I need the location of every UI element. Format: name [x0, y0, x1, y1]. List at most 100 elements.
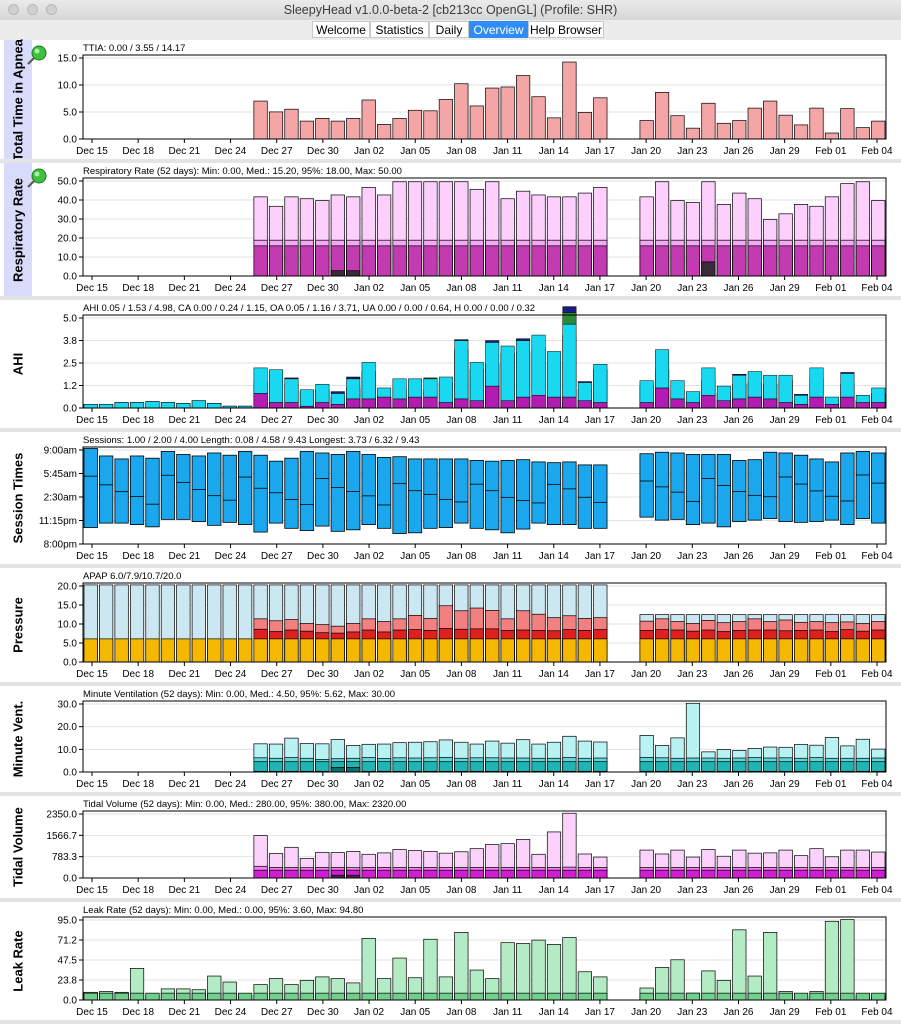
- ahi-segment: [531, 334, 546, 396]
- bar: [315, 761, 330, 773]
- ahi-segment: [747, 371, 762, 398]
- zoom-window-button[interactable]: [46, 4, 57, 15]
- ahi-segment: [377, 396, 392, 409]
- bar: [562, 937, 577, 1001]
- graph-pressure[interactable]: Pressure APAP 6.0/7.9/10.7/20.0 0.0 5.0 10.0…: [0, 568, 901, 686]
- y-tick-label: 8:00pm: [44, 540, 77, 551]
- bar: [407, 109, 423, 140]
- session-bar: [469, 460, 484, 529]
- x-tick-label: Jan 08: [446, 415, 476, 426]
- bar: [778, 638, 793, 663]
- minimize-window-button[interactable]: [27, 4, 38, 15]
- bar: [485, 87, 500, 140]
- x-tick-label: Jan 29: [770, 669, 800, 680]
- x-tick-label: Jan 26: [723, 885, 753, 896]
- ahi-segment: [408, 396, 422, 409]
- graph-separator[interactable]: [0, 792, 901, 796]
- ahi-segment: [346, 398, 361, 409]
- tab-statistics[interactable]: Statistics: [370, 21, 429, 38]
- x-tick-label: Jan 26: [723, 283, 753, 294]
- close-window-button[interactable]: [8, 4, 19, 15]
- bar: [855, 638, 870, 663]
- ahi-segment: [562, 396, 577, 409]
- graph-separator[interactable]: [0, 159, 901, 163]
- bar: [268, 761, 284, 773]
- graph-summary: Leak Rate (52 days): Min: 0.00, Med.: 0.…: [83, 905, 363, 916]
- bar: [129, 992, 145, 1001]
- pin-icon[interactable]: [26, 44, 48, 66]
- x-tick-label: Jan 11: [493, 885, 523, 896]
- graph-session-times[interactable]: Session Times Sessions: 1.00 / 2.00 / 4.0…: [0, 432, 901, 568]
- graph-separator[interactable]: [0, 682, 901, 686]
- bar: [361, 99, 376, 140]
- bar: [191, 638, 206, 663]
- x-tick-label: Jan 08: [446, 779, 476, 790]
- ahi-segment: [577, 400, 592, 409]
- bar: [593, 992, 608, 1001]
- y-tick-label: 0.0: [63, 404, 77, 415]
- bar: [763, 245, 778, 277]
- x-tick-label: Jan 08: [446, 146, 476, 157]
- overview-graphs[interactable]: Total Time in Apnea TTIA: 0.00 / 3.55 / 1…: [0, 39, 901, 1024]
- ahi-segment: [346, 376, 361, 380]
- tab-welcome[interactable]: Welcome: [312, 21, 370, 38]
- bar: [299, 638, 314, 663]
- session-bar: [99, 455, 114, 524]
- bar: [809, 761, 824, 773]
- bar: [531, 638, 546, 663]
- graph-ahi[interactable]: AHI AHI 0.05 / 1.53 / 4.98, CA 0.00 / 0.2…: [0, 300, 901, 432]
- tab-overview[interactable]: Overview: [469, 21, 528, 38]
- graph-separator[interactable]: [0, 564, 901, 568]
- graph-leak-rate[interactable]: Leak Rate Leak Rate (52 days): Min: 0.00,…: [0, 902, 901, 1024]
- graph-title-column[interactable]: Total Time in Apnea: [4, 39, 32, 160]
- x-tick-label: Jan 08: [446, 885, 476, 896]
- bar: [330, 120, 345, 140]
- x-tick-label: Dec 27: [261, 885, 293, 896]
- x-tick-label: Jan 29: [770, 885, 800, 896]
- graph-minute-vent[interactable]: Minute Vent. Minute Ventilation (52 days)…: [0, 686, 901, 796]
- graph-tidal-volume[interactable]: Tidal Volume Tidal Volume (52 days): Min:…: [0, 796, 901, 902]
- bar: [531, 245, 546, 277]
- y-tick-label: 11:15pm: [39, 516, 77, 527]
- session-bar: [407, 458, 423, 534]
- graph-canvas: APAP 6.0/7.9/10.7/20.0 0.0 5.0 10.0 15.0 20.0…: [58, 571, 893, 680]
- session-bar: [716, 454, 731, 528]
- graph-separator[interactable]: [0, 296, 901, 300]
- bar: [315, 245, 330, 277]
- x-tick-label: Dec 15: [76, 551, 108, 562]
- bar: [793, 761, 809, 773]
- graph-title-column[interactable]: Respiratory Rate: [4, 163, 32, 296]
- x-tick-label: Jan 05: [400, 283, 430, 294]
- y-tick-label: 0.0: [63, 874, 77, 885]
- window-titlebar: SleepyHead v1.0.0-beta-2 [cb213cc OpenGL…: [0, 0, 901, 21]
- graph-ttia[interactable]: Total Time in Apnea TTIA: 0.00 / 3.55 / 1…: [0, 39, 901, 163]
- ahi-segment: [315, 402, 330, 409]
- bar: [454, 869, 469, 879]
- ahi-segment: [824, 404, 839, 409]
- bar: [485, 245, 500, 277]
- bar: [500, 245, 515, 277]
- x-tick-label: Jan 20: [631, 1007, 661, 1018]
- x-tick-label: Dec 24: [215, 415, 247, 426]
- x-tick-label: Jan 29: [770, 779, 800, 790]
- graph-separator[interactable]: [0, 898, 901, 902]
- plot-frame: [82, 810, 887, 879]
- x-tick-label: Feb 04: [861, 146, 893, 157]
- plot-frame: [82, 314, 887, 409]
- bar: [469, 761, 484, 773]
- bar: [778, 869, 793, 879]
- bar: [438, 638, 453, 663]
- bar: [392, 638, 407, 663]
- y-tick-label: 47.5: [58, 956, 78, 967]
- y-tick-label: 40.0: [58, 196, 78, 207]
- graph-separator[interactable]: [0, 1020, 901, 1024]
- y-tick-label: 5.0: [63, 108, 77, 119]
- pin-icon[interactable]: [26, 167, 48, 189]
- graph-separator[interactable]: [0, 428, 901, 432]
- tab-help-browser[interactable]: Help Browser: [528, 21, 604, 38]
- bar: [824, 869, 840, 879]
- tab-daily[interactable]: Daily: [429, 21, 469, 38]
- graph-resp-rate[interactable]: Respiratory Rate Respiratory Rate (52 day…: [0, 163, 901, 300]
- bar: [330, 767, 345, 773]
- bar: [407, 992, 423, 1001]
